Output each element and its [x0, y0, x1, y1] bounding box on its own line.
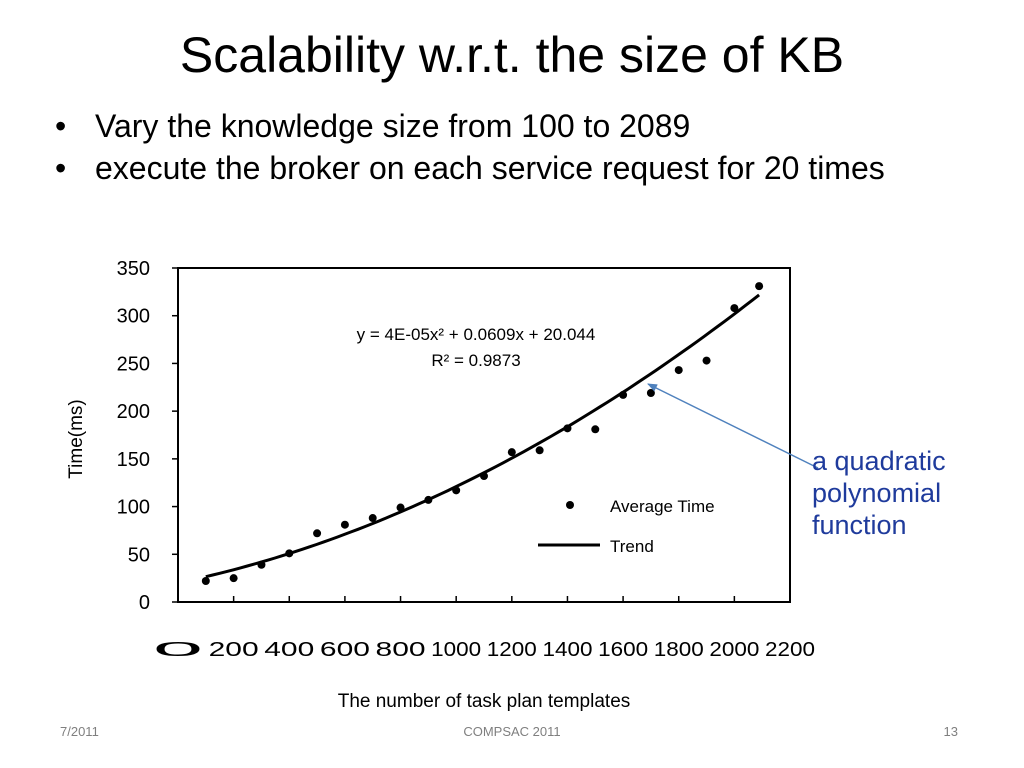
- data-point: [730, 304, 739, 313]
- data-point: [563, 424, 572, 433]
- bullet-item: • execute the broker on each service req…: [55, 150, 975, 186]
- callout-line: polynomial: [812, 478, 942, 508]
- x-tick-label: 1000: [431, 639, 481, 661]
- x-tick-label: 600: [320, 639, 370, 661]
- data-point: [285, 549, 294, 558]
- slide-title: Scalability w.r.t. the size of KB: [179, 27, 845, 83]
- callout-line: a quadratic: [812, 446, 946, 476]
- x-tick-label: 800: [376, 639, 426, 661]
- data-point: [702, 356, 711, 365]
- footer-page-number: 13: [943, 724, 958, 739]
- y-tick-label: 300: [117, 306, 150, 328]
- data-point: [257, 560, 266, 569]
- data-point: [368, 514, 377, 523]
- bullet-item: • Vary the knowledge size from 100 to 20…: [55, 108, 975, 144]
- data-point: [201, 577, 210, 586]
- x-tick-label: 2000: [709, 639, 759, 661]
- bullet-icon: •: [55, 150, 67, 186]
- x-tick-label: 1600: [598, 639, 648, 661]
- legend-marker-average-time: [566, 501, 574, 509]
- data-point: [507, 448, 516, 457]
- bullet-icon: •: [55, 108, 67, 144]
- data-point: [480, 472, 488, 481]
- x-axis-title: The number of task plan templates: [338, 691, 631, 712]
- x-tick-label: 200: [209, 639, 259, 661]
- y-axis-title: Time(ms): [66, 399, 87, 479]
- plot-frame: [177, 267, 791, 603]
- data-point: [646, 389, 655, 398]
- data-point: [755, 282, 764, 291]
- data-point: [591, 425, 600, 434]
- y-tick-label: 250: [117, 353, 150, 375]
- data-point: [452, 486, 461, 495]
- data-point: [396, 503, 405, 512]
- y-tick-label: 150: [117, 449, 150, 471]
- x-tick-label: 1200: [487, 639, 537, 661]
- callout-text: a quadratic polynomial function: [812, 445, 946, 541]
- callout-arrow: [647, 383, 819, 469]
- footer-conference: COMPSAC 2011: [463, 724, 561, 739]
- data-point: [424, 495, 433, 504]
- data-point: [229, 574, 238, 583]
- y-tick-label: 50: [128, 544, 150, 566]
- data-point: [674, 366, 683, 375]
- callout-line: function: [812, 510, 907, 540]
- y-tick-label: 200: [117, 401, 150, 423]
- x-tick-label: 0: [153, 639, 203, 661]
- r-squared-label: R² = 0.9873: [431, 351, 520, 370]
- bullet-text: execute the broker on each service reque…: [95, 150, 885, 186]
- bullet-text: Vary the knowledge size from 100 to 2089: [95, 108, 691, 144]
- data-point: [340, 520, 349, 529]
- y-tick-label: 100: [117, 497, 150, 519]
- y-tick-label: 0: [139, 592, 150, 614]
- legend-label-average-time: Average Time: [610, 497, 715, 516]
- footer-date: 7/2011: [60, 724, 99, 739]
- x-tick-label: 1400: [542, 639, 592, 661]
- legend-label-trend: Trend: [610, 537, 654, 556]
- data-point: [313, 529, 322, 538]
- x-tick-label: 2200: [765, 639, 815, 661]
- data-point: [535, 446, 544, 455]
- data-point: [619, 390, 628, 399]
- y-tick-label: 350: [117, 258, 150, 280]
- trend-equation: y = 4E-05x² + 0.0609x + 20.044: [357, 325, 596, 344]
- bullet-list: • Vary the knowledge size from 100 to 20…: [55, 108, 975, 192]
- x-tick-label: 400: [264, 639, 314, 661]
- x-tick-label: 1800: [654, 639, 704, 661]
